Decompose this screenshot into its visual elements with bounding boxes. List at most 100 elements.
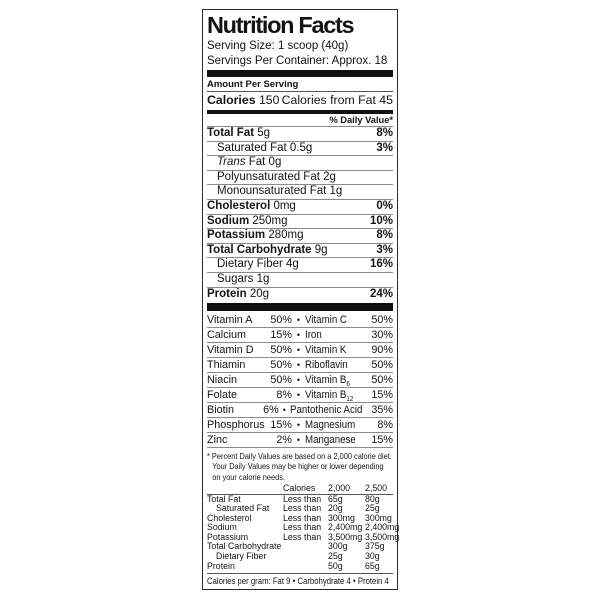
bullet-separator: • <box>296 375 301 386</box>
nutrient-name: Sodium <box>207 214 250 227</box>
reference-table-row: Total Fat Less than 65g 80g <box>207 493 393 505</box>
reference-nutrient-name: Saturated Fat <box>216 503 270 514</box>
nutrient-daily-value: 3% <box>376 243 393 256</box>
nutrient-name: Total Fat <box>207 127 255 139</box>
vitamin-left-name: Vitamin A <box>207 314 253 327</box>
reference-value-2500: 3,500mg <box>365 531 400 542</box>
reference-value-2000: 25g <box>328 551 343 562</box>
vitamin-left-name: Zinc <box>207 434 228 447</box>
nutrient-name: Trans Fat <box>217 156 266 169</box>
reference-value-2500: 300mg <box>365 512 392 523</box>
nutrient-row: Saturated Fat 0.5g 3% <box>207 142 393 157</box>
vitamin-right-name-text: Iron <box>305 329 322 342</box>
nutrient-row: Cholesterol 0mg 0% <box>207 200 393 215</box>
nutrient-row: Total Fat 5g 8% <box>207 127 393 142</box>
reference-qualifier: Less than <box>283 512 322 523</box>
nutrient-name: Potassium <box>207 229 266 242</box>
amount-per-serving-heading: Amount Per Serving <box>207 79 393 92</box>
vitamin-right-name: Iron <box>305 328 366 342</box>
bullet-separator: • <box>296 315 301 326</box>
reference-nutrient-name: Total Carbohydrate <box>207 541 282 552</box>
nutrient-daily-value: 16% <box>369 258 393 271</box>
footnote-line: on your calorie needs. <box>212 471 285 482</box>
reference-header-2500: 2,500 <box>365 483 388 494</box>
reference-table-row: Cholesterol Less than 300mg 300mg <box>207 512 393 524</box>
vitamin-right-name-text: Vitamin C <box>305 314 347 327</box>
vitamin-left-value: 2% <box>276 434 292 447</box>
vitamin-right-name: Pantothenic Acid <box>290 403 370 417</box>
nutrient-row: Total Carbohydrate 9g 3% <box>207 244 393 259</box>
nutrient-name: Sugars <box>217 272 254 285</box>
nutrient-name-amount: Polyunsaturated Fat 2g <box>217 170 336 183</box>
servings-per-container: Servings Per Container: Approx. 18 <box>207 54 388 67</box>
reference-value-2000: 20g <box>328 503 343 514</box>
vitamin-rows: Vitamin A 50% • Vitamin C 50% Calcium 15% • Iron… <box>207 313 393 449</box>
reference-value-2500: 2,400mg <box>365 522 400 533</box>
reference-qualifier: Less than <box>283 522 322 533</box>
section-divider-bar <box>207 303 393 312</box>
vitamin-row: Niacin 50% • Vitamin B6 50% <box>207 373 393 388</box>
nutrient-name-amount: Total Carbohydrate 9g <box>207 243 328 256</box>
vitamin-right-name-text: Vitamin K <box>305 344 347 357</box>
vitamin-left-name: Folate <box>207 389 238 402</box>
reference-value-2500: 25g <box>365 503 380 514</box>
vitamin-right-name-text: Pantothenic Acid <box>289 404 363 417</box>
vitamin-row: Calcium 15% • Iron 30% <box>207 328 393 344</box>
vitamin-left-value: 50% <box>270 374 292 387</box>
nutrient-name: Total Carbohydrate <box>207 243 312 256</box>
serving-size: Serving Size: 1 scoop (40g) <box>207 40 349 52</box>
reference-nutrient-name: Dietary Fiber <box>216 551 267 562</box>
nutrient-daily-value: 0% <box>376 199 393 212</box>
nutrient-name: Monounsaturated Fat <box>217 185 327 198</box>
reference-value-2500: 65g <box>365 560 380 571</box>
vitamin-right-value: 50% <box>371 359 393 372</box>
vitamin-left-name: Phosphorus <box>207 419 265 432</box>
calories-value: 150 <box>258 93 280 107</box>
reference-value-2500: 375g <box>365 541 385 552</box>
vitamin-right-value: 35% <box>371 404 393 417</box>
vitamin-right-value: 50% <box>371 314 393 327</box>
reference-qualifier: Less than <box>283 493 322 504</box>
vitamin-left-value: 15% <box>270 329 292 342</box>
nutrient-daily-value: 3% <box>376 141 393 154</box>
nutrient-row: Polyunsaturated Fat 2g <box>207 171 393 186</box>
vitamin-right-value: 30% <box>371 329 393 342</box>
reference-table-row: Saturated Fat Less than 20g 25g <box>207 504 393 514</box>
vitamin-left-value: 50% <box>270 344 292 357</box>
nutrient-name-amount: Protein 20g <box>207 287 270 300</box>
label-title: Nutrition Facts <box>207 12 355 38</box>
vitamin-left-name: Vitamin D <box>207 344 254 357</box>
nutrient-daily-value: 8% <box>376 127 393 139</box>
vitamin-right-name-text: Vitamin B12 <box>305 389 354 404</box>
nutrient-name-amount: Trans Fat 0g <box>217 156 282 169</box>
reference-value-2000: 300mg <box>328 512 355 523</box>
calories-per-gram-text: Calories per gram: Fat 9 • Carbohydrate … <box>207 576 389 587</box>
footnote: * Percent Daily Values are based on a 2,… <box>207 448 393 482</box>
nutrient-row: Trans Fat 0g <box>207 156 393 171</box>
nutrient-name: Dietary Fiber <box>217 258 283 271</box>
vitamin-right-value: 50% <box>371 374 393 387</box>
vitamin-left-name: Thiamin <box>207 359 246 372</box>
reference-value-2500: 80g <box>365 493 380 504</box>
reference-qualifier: Less than <box>283 531 322 542</box>
nutrient-row: Monounsaturated Fat 1g <box>207 185 393 200</box>
bullet-separator: • <box>296 330 301 341</box>
reference-qualifier <box>283 542 328 552</box>
vitamin-right-value: 15% <box>371 434 393 447</box>
reference-qualifier <box>283 552 328 562</box>
vitamin-row: Phosphorus 15% • Magnesium 8% <box>207 418 393 434</box>
nutrient-name-amount: Potassium 280mg <box>207 229 304 242</box>
vitamin-row: Vitamin D 50% • Vitamin K 90% <box>207 343 393 359</box>
bullet-separator: • <box>296 420 301 431</box>
reference-table-rows: Total Fat Less than 65g 80g Saturated Fat Les… <box>207 493 399 572</box>
reference-table-row: Total Carbohydrate 300g 375g <box>207 542 393 552</box>
nutrient-name: Polyunsaturated Fat <box>217 170 320 183</box>
vitamin-right-value: 90% <box>371 344 393 357</box>
reference-value-2000: 3,500mg <box>328 531 363 542</box>
nutrition-facts-label: Nutrition Facts Serving Size: 1 scoop (4… <box>202 9 399 591</box>
nutrient-row: Sodium 250mg 10% <box>207 215 393 230</box>
nutrient-name-amount: Cholesterol 0mg <box>207 199 296 212</box>
nutrient-name: Saturated Fat <box>217 141 287 154</box>
vitamin-row: Biotin 6% • Pantothenic Acid 35% <box>207 403 393 419</box>
calories-from-fat: Calories from Fat 45 <box>281 93 393 107</box>
